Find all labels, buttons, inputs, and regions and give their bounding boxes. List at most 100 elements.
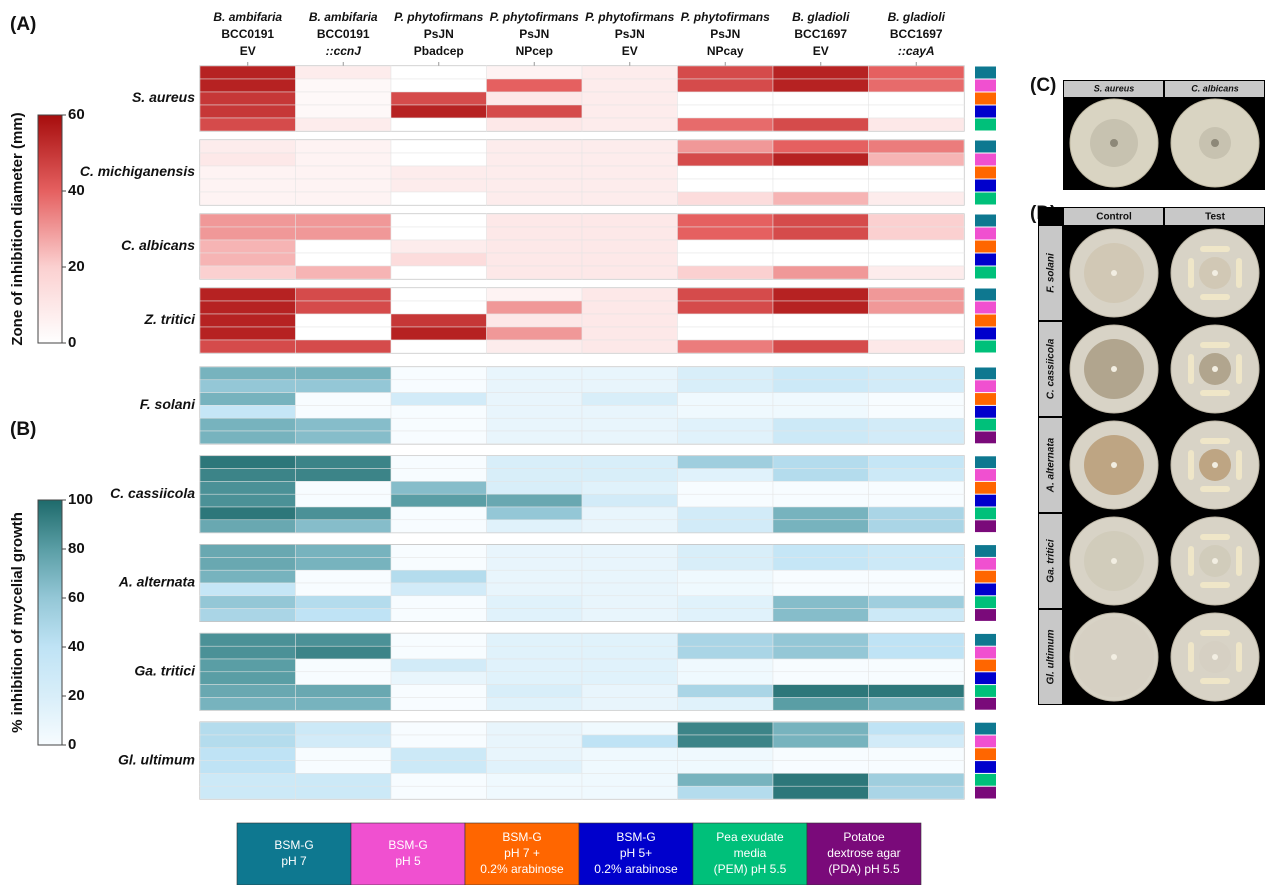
heatmap-cell bbox=[677, 326, 774, 341]
heatmap-cell bbox=[772, 226, 869, 241]
heatmap-cell bbox=[581, 569, 678, 584]
condition-swatch bbox=[975, 314, 996, 327]
heatmap-cell bbox=[486, 191, 583, 206]
heatmap-cell bbox=[486, 645, 583, 660]
heatmap-cell bbox=[581, 785, 678, 800]
heatmap-cell bbox=[868, 671, 965, 685]
heatmap-cell bbox=[868, 633, 965, 647]
heatmap-cell bbox=[486, 392, 583, 406]
heatmap-cell bbox=[868, 165, 965, 180]
legend-label: 0.2% arabinose bbox=[594, 862, 678, 876]
heatmap-cell bbox=[295, 287, 392, 302]
heatmap-cell bbox=[390, 557, 487, 571]
heatmap-cell bbox=[677, 265, 774, 280]
condition-swatch bbox=[975, 456, 996, 469]
condition-swatch bbox=[975, 166, 996, 179]
heatmap-cell bbox=[199, 287, 296, 302]
legend-label: (PEM) pH 5.5 bbox=[714, 862, 787, 876]
heatmap-cell bbox=[868, 417, 965, 432]
heatmap-cell bbox=[677, 417, 774, 432]
condition-swatch bbox=[975, 722, 996, 735]
heatmap-cell bbox=[199, 493, 296, 508]
heatmap-cell bbox=[677, 519, 774, 533]
heatmap-cell bbox=[199, 379, 296, 393]
heatmap-cell bbox=[677, 747, 774, 761]
legend-label: BSM-G bbox=[502, 830, 541, 844]
heatmap-cell bbox=[581, 326, 678, 341]
heatmap-cell bbox=[486, 671, 583, 685]
heatmap-cell bbox=[581, 684, 678, 698]
heatmap-cell bbox=[868, 773, 965, 787]
heatmap-cell bbox=[581, 760, 678, 774]
condition-swatch bbox=[975, 340, 996, 353]
heatmap-cell bbox=[199, 252, 296, 267]
heatmap-cell bbox=[199, 582, 296, 597]
heatmap-cell bbox=[677, 339, 774, 354]
heatmap-cell bbox=[772, 379, 869, 393]
heatmap-cell bbox=[199, 313, 296, 328]
heatmap-cell bbox=[390, 117, 487, 132]
heatmap-cell bbox=[390, 379, 487, 393]
condition-swatch bbox=[975, 748, 996, 761]
condition-swatch bbox=[975, 520, 996, 533]
heatmap-cell bbox=[581, 658, 678, 673]
heatmap-cell bbox=[772, 595, 869, 609]
heatmap-cell bbox=[486, 165, 583, 180]
bacterial-streak bbox=[1236, 642, 1242, 672]
bacterial-streak bbox=[1200, 246, 1230, 252]
condition-swatch bbox=[975, 545, 996, 557]
heatmap-cell bbox=[581, 191, 678, 206]
column-label: PsJN bbox=[424, 27, 454, 41]
heatmap-cell bbox=[677, 506, 774, 521]
heatmap-cell bbox=[772, 569, 869, 584]
heatmap-cell bbox=[295, 139, 392, 154]
legend-label: pH 7 bbox=[281, 854, 307, 868]
heatmap-cell bbox=[868, 684, 965, 698]
heatmap-cell bbox=[772, 697, 869, 711]
heatmap-cell bbox=[199, 405, 296, 419]
well bbox=[1110, 139, 1118, 147]
photo-header-label: C. albicans bbox=[1191, 83, 1239, 93]
heatmap-cell bbox=[868, 392, 965, 406]
colorbar-tick-label: 60 bbox=[68, 589, 85, 606]
heatmap-cell bbox=[295, 191, 392, 206]
condition-swatch bbox=[975, 507, 996, 520]
heatmap-cell bbox=[772, 493, 869, 508]
well bbox=[1111, 654, 1117, 660]
condition-swatch bbox=[975, 697, 996, 710]
group-label: F. solani bbox=[140, 396, 196, 412]
heatmap-cell bbox=[772, 734, 869, 749]
heatmap-cell bbox=[390, 165, 487, 180]
colorbar-tick-label: 20 bbox=[68, 687, 85, 704]
well bbox=[1111, 366, 1117, 372]
heatmap-cell bbox=[581, 595, 678, 609]
condition-swatch bbox=[975, 557, 996, 570]
heatmap-cell bbox=[390, 493, 487, 508]
heatmap-cell bbox=[390, 326, 487, 341]
panel-label: (C) bbox=[1030, 75, 1056, 96]
condition-swatch bbox=[975, 227, 996, 240]
column-label: PsJN bbox=[710, 27, 740, 41]
heatmap-cell bbox=[199, 300, 296, 315]
photo-row-label: Gl. ultimum bbox=[1046, 629, 1057, 684]
heatmap-cell bbox=[677, 213, 774, 228]
heatmap-cell bbox=[581, 213, 678, 228]
heatmap-cell bbox=[199, 213, 296, 228]
heatmap-cell bbox=[390, 645, 487, 660]
heatmap-cell bbox=[677, 152, 774, 167]
heatmap-cell bbox=[390, 697, 487, 711]
heatmap-cell bbox=[295, 608, 392, 622]
heatmap-cell bbox=[772, 608, 869, 622]
bacterial-streak bbox=[1200, 438, 1230, 444]
heatmap-cell bbox=[486, 139, 583, 154]
heatmap-cell bbox=[581, 78, 678, 93]
legend-box bbox=[692, 822, 808, 885]
column-label: PsJN bbox=[615, 27, 645, 41]
colorbar-tick-label: 80 bbox=[68, 540, 85, 557]
heatmap-cell bbox=[390, 760, 487, 774]
heatmap-cell bbox=[677, 65, 774, 80]
heatmap-cell bbox=[868, 78, 965, 93]
heatmap-cell bbox=[868, 785, 965, 800]
well bbox=[1212, 270, 1218, 276]
heatmap-cell bbox=[199, 226, 296, 241]
